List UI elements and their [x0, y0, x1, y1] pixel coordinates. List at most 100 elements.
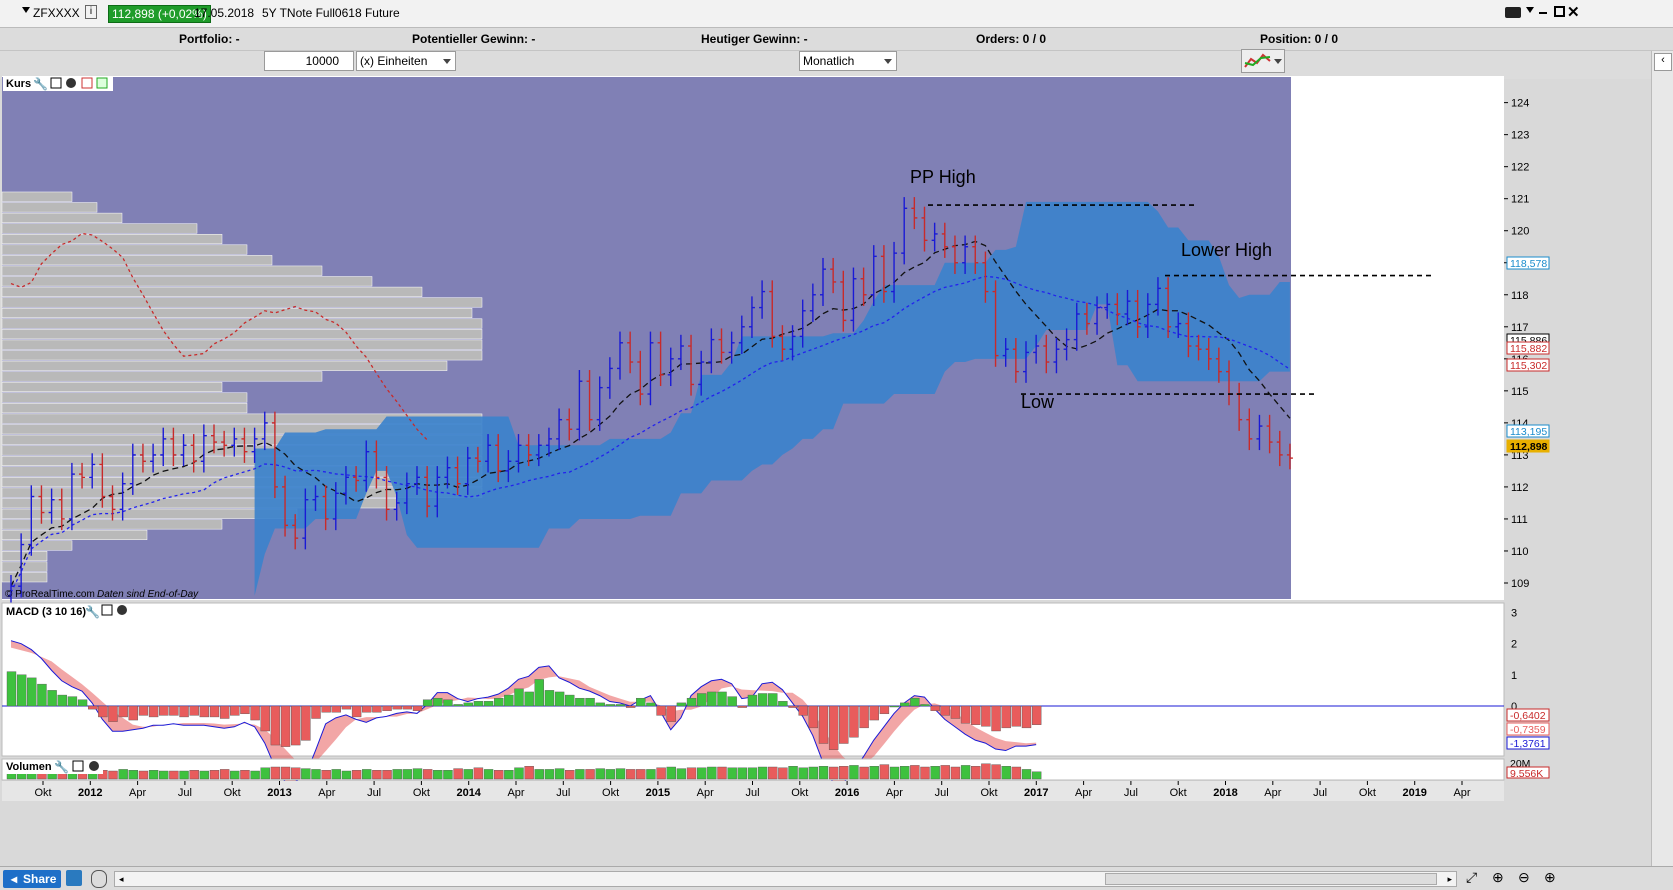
ohlc-bar: [525, 434, 532, 467]
volume-bar: [727, 767, 737, 780]
volume-bar: [747, 767, 758, 780]
wrench-icon[interactable]: 🔧: [33, 76, 48, 91]
quantity-input[interactable]: 10000: [264, 51, 354, 71]
ohlc-bar: [68, 462, 75, 531]
zoom-fit-icon[interactable]: ⊕: [1492, 869, 1504, 885]
macd-histogram-bar: [443, 699, 453, 707]
volume-bar: [595, 768, 605, 780]
price-label: 118,578: [1510, 258, 1547, 270]
macd-histogram-bar: [351, 705, 362, 718]
add-indicator-icon[interactable]: [81, 77, 93, 89]
annotation-label: Low: [1021, 392, 1055, 412]
macd-histogram-bar: [646, 702, 656, 707]
volume-bar: [219, 769, 230, 780]
collapse-panel-icon[interactable]: ‹: [1654, 53, 1672, 71]
keyboard-dropdown-icon[interactable]: [1526, 7, 1534, 13]
share-button[interactable]: ◂ Share: [3, 870, 61, 888]
volume-profile-bar: [1, 381, 223, 393]
time-axis-label: Apr: [886, 787, 903, 799]
orders-label[interactable]: Orders: 0 / 0: [976, 32, 1047, 46]
price-axis-label: 123: [1511, 130, 1529, 142]
symbol-label[interactable]: ZFXXXX: [33, 6, 80, 20]
macd-panel-header: [3, 604, 131, 618]
macd-histogram-bar: [910, 697, 920, 707]
volume-profile-bar: [1, 392, 248, 403]
horizontal-scrollbar[interactable]: ◂ ▸: [114, 871, 1457, 887]
move-up-icon[interactable]: [96, 77, 108, 89]
ohlc-bar: [150, 443, 157, 473]
ohlc-bar: [1134, 289, 1141, 338]
settings-icon[interactable]: [91, 870, 107, 888]
window-icon[interactable]: [101, 604, 113, 616]
annotation-label: PP High: [910, 167, 976, 187]
units-select[interactable]: (x) Einheiten: [356, 51, 456, 71]
account-info-bar: Portfolio: - Potentieller Gewinn: - Heut…: [0, 28, 1673, 51]
macd-histogram-bar: [1031, 705, 1042, 725]
ohlc-bar: [1246, 408, 1253, 451]
close-icon[interactable]: ✕: [1567, 4, 1580, 21]
macd-panel-frame: [1, 602, 1505, 757]
macd-histogram-bar: [209, 705, 220, 718]
keyboard-icon[interactable]: [1505, 7, 1521, 18]
macd-histogram-bar: [412, 705, 423, 711]
macd-histogram-bar: [108, 705, 118, 722]
maximize-icon[interactable]: [1554, 6, 1565, 17]
volume-profile-bar: [1, 350, 483, 361]
scroll-left-icon[interactable]: ◂: [119, 874, 124, 884]
minimize-icon[interactable]: [1539, 12, 1547, 14]
volume-bar: [676, 768, 687, 780]
chart-grid-icon[interactable]: [66, 870, 82, 886]
ohlc-bar: [505, 450, 512, 483]
ohlc-bar: [769, 280, 776, 348]
menu-dropdown-icon[interactable]: [22, 7, 30, 13]
ohlc-bar: [353, 466, 360, 492]
macd-histogram-bar: [605, 704, 616, 707]
ohlc-bar: [799, 299, 806, 348]
price-label: 112,898: [1510, 441, 1548, 453]
close-panel-icon[interactable]: [117, 605, 127, 615]
ohlc-bar: [545, 427, 552, 457]
volume-profile-bar: [1, 360, 448, 371]
macd-histogram-bar: [697, 693, 707, 707]
scroll-right-icon[interactable]: ▸: [1447, 874, 1452, 884]
units-select-value: (x) Einheiten: [360, 54, 428, 68]
scrollbar-thumb[interactable]: [1105, 873, 1437, 885]
ohlc-bar: [840, 270, 847, 332]
zoom-in-icon[interactable]: ⊕: [1544, 869, 1556, 885]
wrench-icon[interactable]: 🔧: [85, 604, 100, 619]
volume-bar: [991, 764, 1001, 780]
volume-bar: [311, 769, 321, 780]
ohlc-bar: [688, 334, 695, 396]
wrench-icon[interactable]: 🔧: [54, 759, 69, 774]
macd-histogram-bar: [372, 705, 382, 713]
position-label[interactable]: Position: 0 / 0: [1260, 32, 1339, 46]
window-icon[interactable]: [50, 77, 62, 89]
price-panel-tools[interactable]: 🔧: [33, 76, 108, 91]
macd-histogram-bar: [686, 697, 697, 707]
volume-bar: [494, 770, 504, 780]
ohlc-bar: [424, 466, 431, 518]
period-select[interactable]: Monatlich: [799, 51, 897, 71]
date-label: 17.05.2018: [194, 6, 255, 20]
window-icon[interactable]: [72, 760, 84, 772]
ohlc-bar: [1012, 338, 1019, 383]
ohlc-bar: [1144, 293, 1151, 338]
ohlc-bar: [363, 440, 370, 492]
macd-histogram-bar: [707, 691, 717, 707]
zoom-out-icon[interactable]: ⊖: [1518, 869, 1530, 885]
indicator-menu-button[interactable]: [1241, 49, 1285, 73]
close-panel-icon[interactable]: [66, 78, 76, 88]
volume-bar: [159, 770, 169, 780]
ohlc-bar: [972, 235, 979, 274]
macd-histogram-bar: [798, 705, 808, 716]
macd-histogram-bar: [930, 705, 940, 711]
time-axis-label: Jul: [745, 787, 759, 799]
ohlc-bar: [1175, 312, 1182, 338]
ohlc-bar: [515, 434, 522, 473]
volume-bar: [443, 770, 453, 780]
close-panel-icon[interactable]: [89, 761, 99, 771]
zoom-area-icon[interactable]: ⤢: [1466, 869, 1478, 885]
info-icon[interactable]: i: [85, 5, 97, 19]
